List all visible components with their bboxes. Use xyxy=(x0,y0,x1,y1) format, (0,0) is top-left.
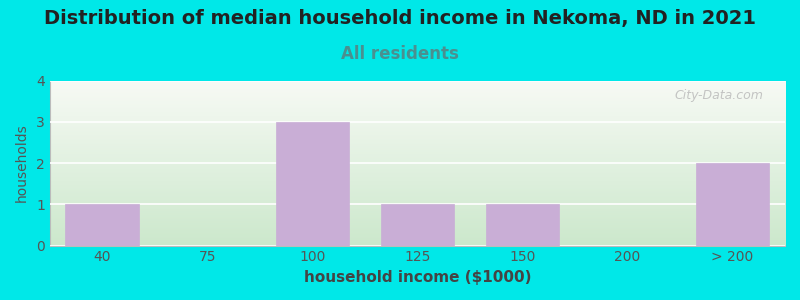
Text: City-Data.com: City-Data.com xyxy=(674,89,763,102)
Bar xyxy=(381,204,454,246)
Bar xyxy=(486,204,559,246)
Bar xyxy=(66,204,139,246)
Bar xyxy=(275,122,349,246)
Text: Distribution of median household income in Nekoma, ND in 2021: Distribution of median household income … xyxy=(44,9,756,28)
Bar xyxy=(696,163,770,246)
Y-axis label: households: households xyxy=(15,124,29,202)
X-axis label: household income ($1000): household income ($1000) xyxy=(303,270,531,285)
Text: All residents: All residents xyxy=(341,45,459,63)
